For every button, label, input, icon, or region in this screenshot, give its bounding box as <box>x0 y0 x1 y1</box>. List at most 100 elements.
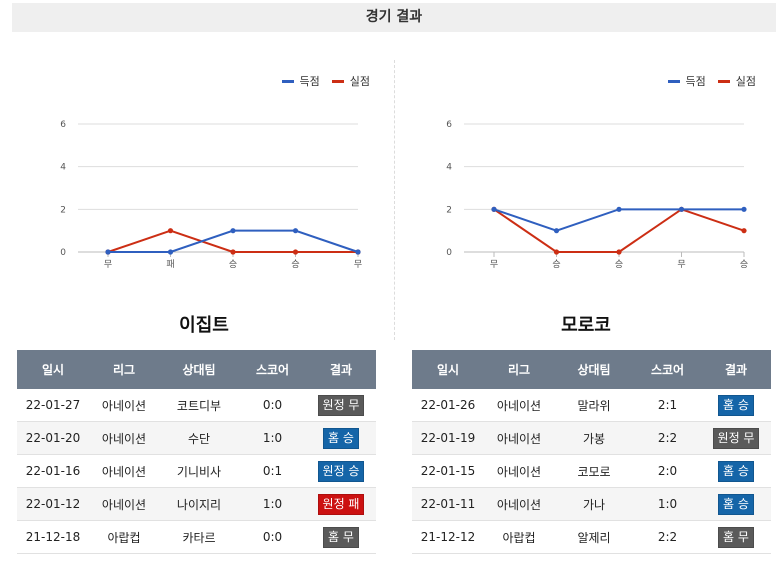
section-title: 경기 결과 <box>365 9 423 25</box>
table-row[interactable]: 22-01-15 아네이션 코모로 2:0 홈 승 <box>412 454 771 488</box>
y-tick-label: 6 <box>446 120 452 130</box>
data-point-scored <box>167 249 174 255</box>
cell-opponent: 알제리 <box>554 520 634 554</box>
result-badge: 홈 승 <box>718 493 754 515</box>
cell-result: 홈 무 <box>306 520 376 554</box>
cell-score: 2:2 <box>634 421 701 455</box>
cell-date: 22-01-19 <box>412 421 484 455</box>
cell-opponent: 가나 <box>554 487 634 521</box>
cell-date: 22-01-20 <box>17 421 89 455</box>
result-badge: 홈 승 <box>718 460 754 482</box>
column-header: 일시 <box>17 350 89 389</box>
data-point-conceded <box>167 228 174 234</box>
cell-league: 아네이션 <box>89 421 159 455</box>
x-tick-label: 승 <box>229 259 237 270</box>
cell-score: 2:0 <box>634 454 701 488</box>
table-row[interactable]: 22-01-26 아네이션 말라위 2:1 홈 승 <box>412 389 771 422</box>
legend-item-conceded[interactable]: 실점 <box>717 73 756 89</box>
legend-swatch-scored <box>667 79 680 83</box>
x-tick-label: 승 <box>291 259 299 270</box>
chart-legend: 득점 실점 <box>667 73 756 89</box>
result-badge: 홈 승 <box>323 427 359 449</box>
column-header: 일시 <box>412 350 484 389</box>
cell-league: 아네이션 <box>484 421 554 455</box>
series-line-conceded <box>107 229 358 253</box>
legend-item-scored[interactable]: 득점 <box>281 73 320 89</box>
cell-league: 아네이션 <box>89 487 159 521</box>
result-badge: 원정 패 <box>317 493 365 515</box>
y-tick-label: 4 <box>60 163 66 173</box>
cell-date: 22-01-15 <box>412 454 484 488</box>
series-line-conceded <box>493 208 745 253</box>
cell-result: 홈 승 <box>306 421 376 455</box>
results-table-right: 일시 리그 상대팀 스코어 결과 22-01-26 아네이션 말라위 2:1 홈 승 22-01-… <box>412 350 771 554</box>
table-row[interactable]: 22-01-20 아네이션 수단 1:0 홈 승 <box>17 421 376 455</box>
result-badge: 원정 무 <box>317 394 365 416</box>
data-point-scored <box>355 249 361 255</box>
cell-opponent: 가봉 <box>554 421 634 455</box>
legend-label-scored: 득점 <box>685 75 706 88</box>
cell-league: 아랍컵 <box>89 520 159 554</box>
table-row[interactable]: 22-01-16 아네이션 기니비사 0:1 원정 승 <box>17 454 376 488</box>
data-point-conceded <box>292 249 299 255</box>
cell-result: 홈 승 <box>701 487 771 521</box>
cell-league: 아네이션 <box>484 487 554 521</box>
table-header-row: 일시 리그 상대팀 스코어 결과 <box>412 350 771 389</box>
cell-score: 0:0 <box>239 389 306 422</box>
y-tick-label: 6 <box>60 120 66 130</box>
cell-result: 홈 무 <box>701 520 771 554</box>
cell-score: 2:2 <box>634 520 701 554</box>
legend-item-scored[interactable]: 득점 <box>667 73 706 89</box>
data-point-scored <box>105 249 111 255</box>
section-header: 경기 결과 <box>12 3 776 32</box>
cell-opponent: 카타르 <box>159 520 239 554</box>
cell-date: 22-01-11 <box>412 487 484 521</box>
table-row[interactable]: 22-01-27 아네이션 코트디부 0:0 원정 무 <box>17 389 376 422</box>
table-row[interactable]: 21-12-12 아랍컵 알제리 2:2 홈 무 <box>412 520 771 554</box>
series-line-scored <box>108 229 359 253</box>
legend-swatch-conceded <box>717 79 730 83</box>
cell-score: 1:0 <box>239 487 306 521</box>
cell-result: 원정 승 <box>306 454 376 488</box>
column-header: 리그 <box>89 350 159 389</box>
legend-swatch-conceded <box>331 79 344 83</box>
cell-date: 21-12-12 <box>412 520 484 554</box>
column-header: 상대팀 <box>554 350 634 389</box>
data-point-scored <box>741 206 747 212</box>
cell-score: 1:0 <box>634 487 701 521</box>
table-row[interactable]: 22-01-12 아네이션 나이지리 1:0 원정 패 <box>17 487 376 521</box>
cell-result: 홈 승 <box>701 454 771 488</box>
cell-league: 아네이션 <box>89 389 159 422</box>
result-badge: 홈 승 <box>718 394 754 416</box>
table-row[interactable]: 21-12-18 아랍컵 카타르 0:0 홈 무 <box>17 520 376 554</box>
line-chart-right: 0 2 4 6 무 승 승 무 승 <box>446 120 748 270</box>
table-row[interactable]: 22-01-19 아네이션 가봉 2:2 원정 무 <box>412 421 771 455</box>
cell-result: 원정 무 <box>306 389 376 422</box>
y-tick-label: 4 <box>446 163 452 173</box>
x-tick-label: 무 <box>490 259 498 270</box>
result-badge: 홈 무 <box>718 526 754 548</box>
cell-result: 원정 패 <box>306 487 376 521</box>
chart-right: 득점 실점 0 2 4 6 무 승 승 무 승 <box>396 60 776 280</box>
legend-item-conceded[interactable]: 실점 <box>331 73 370 89</box>
cell-result: 원정 무 <box>701 421 771 455</box>
column-divider <box>394 60 395 340</box>
data-point-scored <box>616 206 622 212</box>
team-title-left: 이집트 <box>179 315 229 336</box>
x-tick-label: 무 <box>104 259 112 270</box>
x-tick-label: 패 <box>166 259 174 270</box>
series-line-scored <box>493 208 744 232</box>
cell-score: 2:1 <box>634 389 701 422</box>
result-badge: 홈 무 <box>323 526 359 548</box>
cell-date: 22-01-26 <box>412 389 484 422</box>
cell-date: 22-01-16 <box>17 454 89 488</box>
y-tick-label: 0 <box>446 248 452 258</box>
cell-opponent: 나이지리 <box>159 487 239 521</box>
cell-date: 22-01-27 <box>17 389 89 422</box>
cell-date: 22-01-12 <box>17 487 89 521</box>
y-tick-label: 2 <box>446 205 452 215</box>
data-point-scored <box>678 206 685 212</box>
column-header: 스코어 <box>634 350 701 389</box>
table-row[interactable]: 22-01-11 아네이션 가나 1:0 홈 승 <box>412 487 771 521</box>
cell-opponent: 코트디부 <box>159 389 239 422</box>
